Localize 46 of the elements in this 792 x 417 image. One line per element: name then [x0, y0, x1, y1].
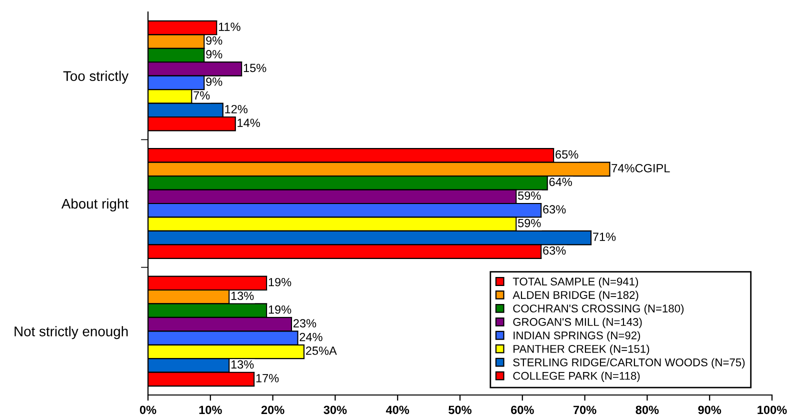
x-tick-label: 40% — [386, 406, 410, 414]
y-tick-label: Too strictly — [63, 70, 129, 84]
x-tick-label: 80% — [636, 406, 659, 414]
data-label: 25%A — [306, 346, 337, 355]
legend-label: TOTAL SAMPLE (N=941) — [512, 277, 638, 288]
data-label: 19% — [268, 305, 292, 314]
legend-label: ALDEN BRIDGE (N=182) — [512, 290, 638, 302]
data-label: 12% — [225, 104, 248, 114]
data-label: 71% — [593, 232, 616, 241]
x-tick-label: 100% — [758, 406, 787, 414]
data-label: 19% — [268, 278, 292, 286]
x-tick-label: 0% — [140, 406, 156, 414]
x-tick-label: 60% — [511, 406, 534, 414]
data-label: 63% — [543, 205, 566, 214]
legend-label: COCHRAN'S CROSSING (N=180) — [513, 304, 684, 315]
data-label: 74%CGIPL — [612, 164, 670, 172]
data-label: 23% — [294, 319, 316, 328]
data-label: 11% — [218, 22, 240, 31]
x-tick-label: 50% — [448, 406, 472, 414]
x-tick-label: 70% — [573, 406, 596, 414]
data-label: 59% — [518, 218, 541, 228]
x-tick-label: 10% — [199, 406, 222, 414]
data-label: 15% — [244, 64, 266, 72]
data-label: 17% — [256, 374, 279, 382]
data-label: 13% — [231, 360, 254, 369]
data-label: 9% — [206, 36, 222, 45]
data-label: 14% — [238, 118, 260, 127]
y-tick-label: Not strictly enough — [14, 326, 128, 340]
y-tick-label: About right — [61, 198, 128, 212]
legend-label: INDIAN SPRINGS (N=92) — [514, 331, 640, 342]
legend-label: STERLING RIDGE/CARLTON WOODS (N=75) — [513, 358, 745, 368]
legend-label: GROGAN'S MILL (N=143) — [513, 318, 642, 328]
data-label: 7% — [194, 91, 210, 100]
data-label: 9% — [206, 50, 222, 58]
data-label: 9% — [206, 78, 222, 86]
data-label: 24% — [300, 332, 322, 342]
data-label: 64% — [549, 178, 572, 186]
x-tick-label: 20% — [261, 406, 284, 414]
data-label: 65% — [556, 150, 578, 159]
data-label: 59% — [518, 191, 541, 200]
legend-label: PANTHER CREEK (N=151) — [514, 344, 650, 356]
legend-label: COLLEGE PARK (N=118) — [513, 372, 640, 382]
data-label: 13% — [231, 292, 254, 300]
x-tick-label: 90% — [698, 406, 722, 414]
data-label: 63% — [543, 246, 566, 255]
x-tick-label: 30% — [324, 406, 347, 414]
